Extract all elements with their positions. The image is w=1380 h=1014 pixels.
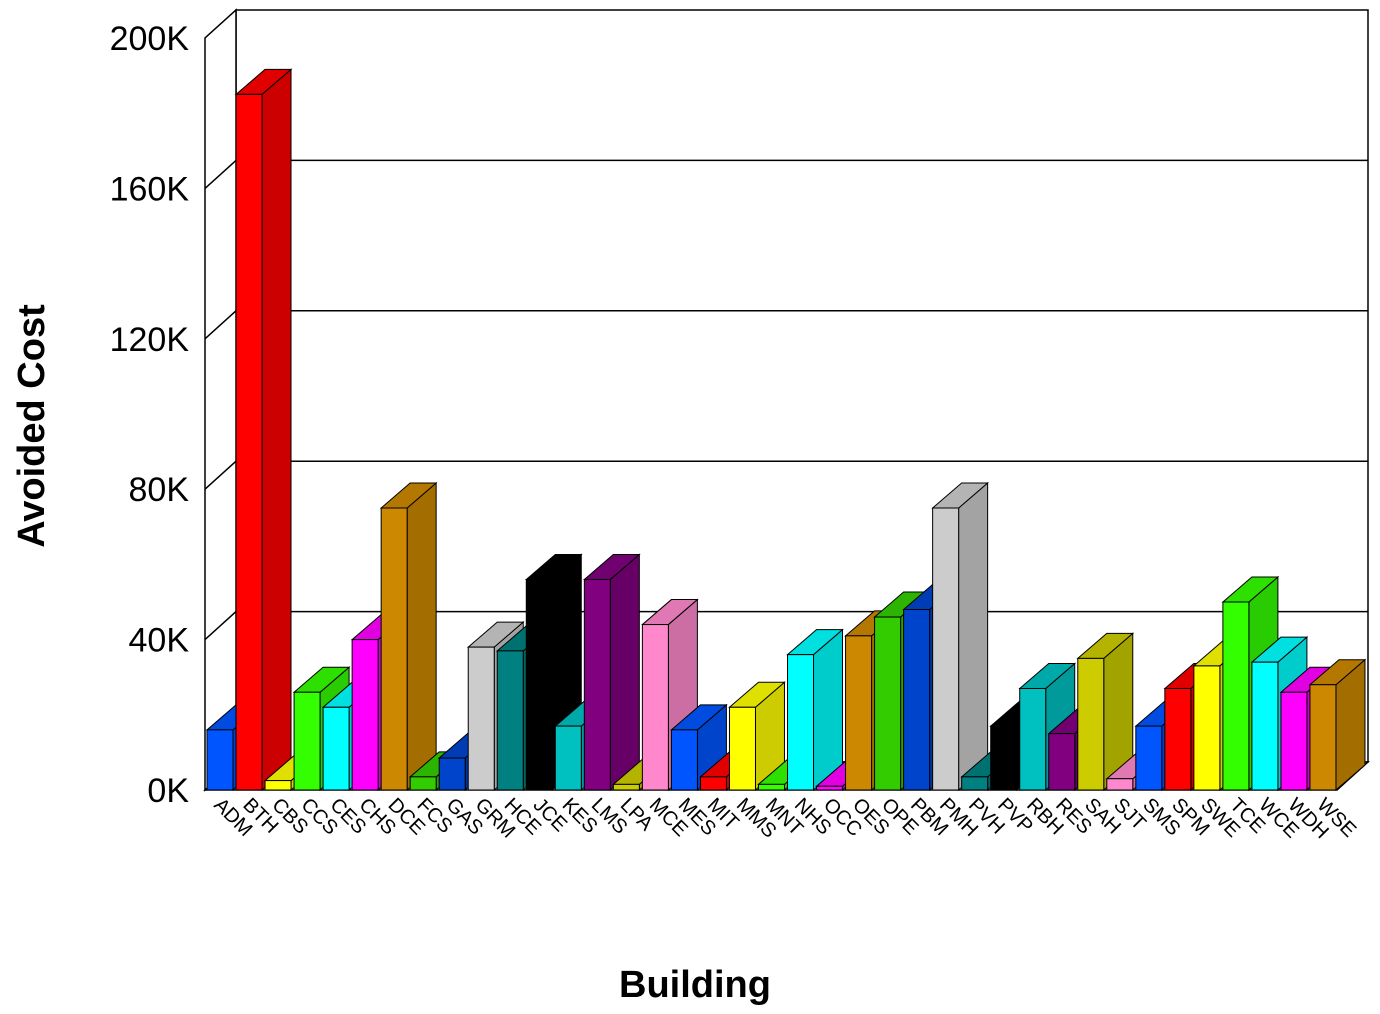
bar-front bbox=[961, 776, 989, 791]
bar-front bbox=[728, 706, 756, 791]
bar-side bbox=[406, 481, 437, 792]
bar-front bbox=[1164, 687, 1192, 791]
y-axis-ticks: 0K 40K 80K 120K 160K 200K bbox=[110, 20, 190, 810]
bar-side bbox=[261, 68, 292, 792]
y-tick-label: 160K bbox=[110, 170, 190, 208]
bar-front bbox=[990, 725, 1018, 791]
y-tick-label: 0K bbox=[147, 772, 189, 810]
bar-front bbox=[612, 783, 640, 791]
bar-front bbox=[496, 650, 524, 791]
bar-front bbox=[757, 783, 785, 791]
bar-front bbox=[670, 729, 698, 791]
y-axis-label: Avoided Cost bbox=[11, 304, 53, 548]
y-tick-label: 40K bbox=[129, 622, 190, 660]
y-tick-label: 80K bbox=[129, 471, 190, 509]
bar-front bbox=[932, 507, 960, 791]
bar-front bbox=[264, 780, 292, 791]
gridline-side bbox=[204, 611, 237, 641]
bar-front bbox=[816, 785, 844, 791]
left-wall bbox=[204, 8, 237, 792]
bar-front bbox=[583, 578, 611, 791]
bar-front bbox=[467, 646, 495, 791]
bar-front bbox=[438, 757, 466, 791]
bar-front bbox=[380, 507, 408, 791]
bar-front bbox=[1077, 657, 1105, 791]
bar-sah bbox=[1076, 632, 1135, 792]
bar-front bbox=[1251, 661, 1279, 791]
x-axis-label: Building bbox=[619, 964, 771, 1006]
bar-side bbox=[813, 628, 844, 792]
bar-front bbox=[1309, 684, 1337, 791]
bar-front bbox=[409, 776, 437, 791]
bar-front bbox=[641, 624, 669, 791]
bar-front bbox=[1135, 725, 1163, 791]
bars bbox=[205, 68, 1367, 792]
bar-lms bbox=[582, 553, 641, 792]
bar-front bbox=[293, 691, 321, 791]
bar-front bbox=[903, 609, 931, 791]
bar-front bbox=[845, 635, 873, 791]
bar-front bbox=[1280, 691, 1308, 791]
x-axis-ticks: ADMBTHCBSCCSCESCHSDCEFCSGASGRMHCEJCEKESL… bbox=[209, 794, 1360, 843]
bar-front bbox=[1222, 601, 1250, 791]
gridline-side bbox=[204, 460, 237, 490]
bar-front bbox=[1019, 687, 1047, 791]
gridline-side bbox=[204, 159, 237, 189]
y-tick-label: 200K bbox=[110, 20, 190, 58]
bar-dce bbox=[379, 481, 438, 792]
bar-front bbox=[525, 578, 553, 791]
bar-front bbox=[787, 654, 815, 791]
bar-front bbox=[874, 616, 902, 791]
bar-front bbox=[235, 93, 263, 791]
bar-front bbox=[1106, 778, 1134, 791]
bar-front bbox=[351, 639, 379, 791]
bar-pmh bbox=[931, 481, 989, 792]
gridline-side bbox=[204, 310, 237, 340]
bar-side bbox=[609, 553, 640, 792]
bar-side bbox=[958, 481, 989, 792]
y-tick-label: 120K bbox=[110, 321, 190, 359]
bar-front bbox=[1048, 733, 1076, 791]
bar-nhs bbox=[786, 628, 844, 792]
bar-front bbox=[322, 706, 350, 791]
bar-wse bbox=[1308, 658, 1367, 792]
bar-front bbox=[1193, 665, 1221, 791]
bar-mms bbox=[728, 681, 786, 792]
bar-front bbox=[554, 725, 582, 791]
bar-front bbox=[699, 776, 727, 791]
bar-bth bbox=[234, 68, 293, 792]
bar-front bbox=[206, 729, 234, 791]
